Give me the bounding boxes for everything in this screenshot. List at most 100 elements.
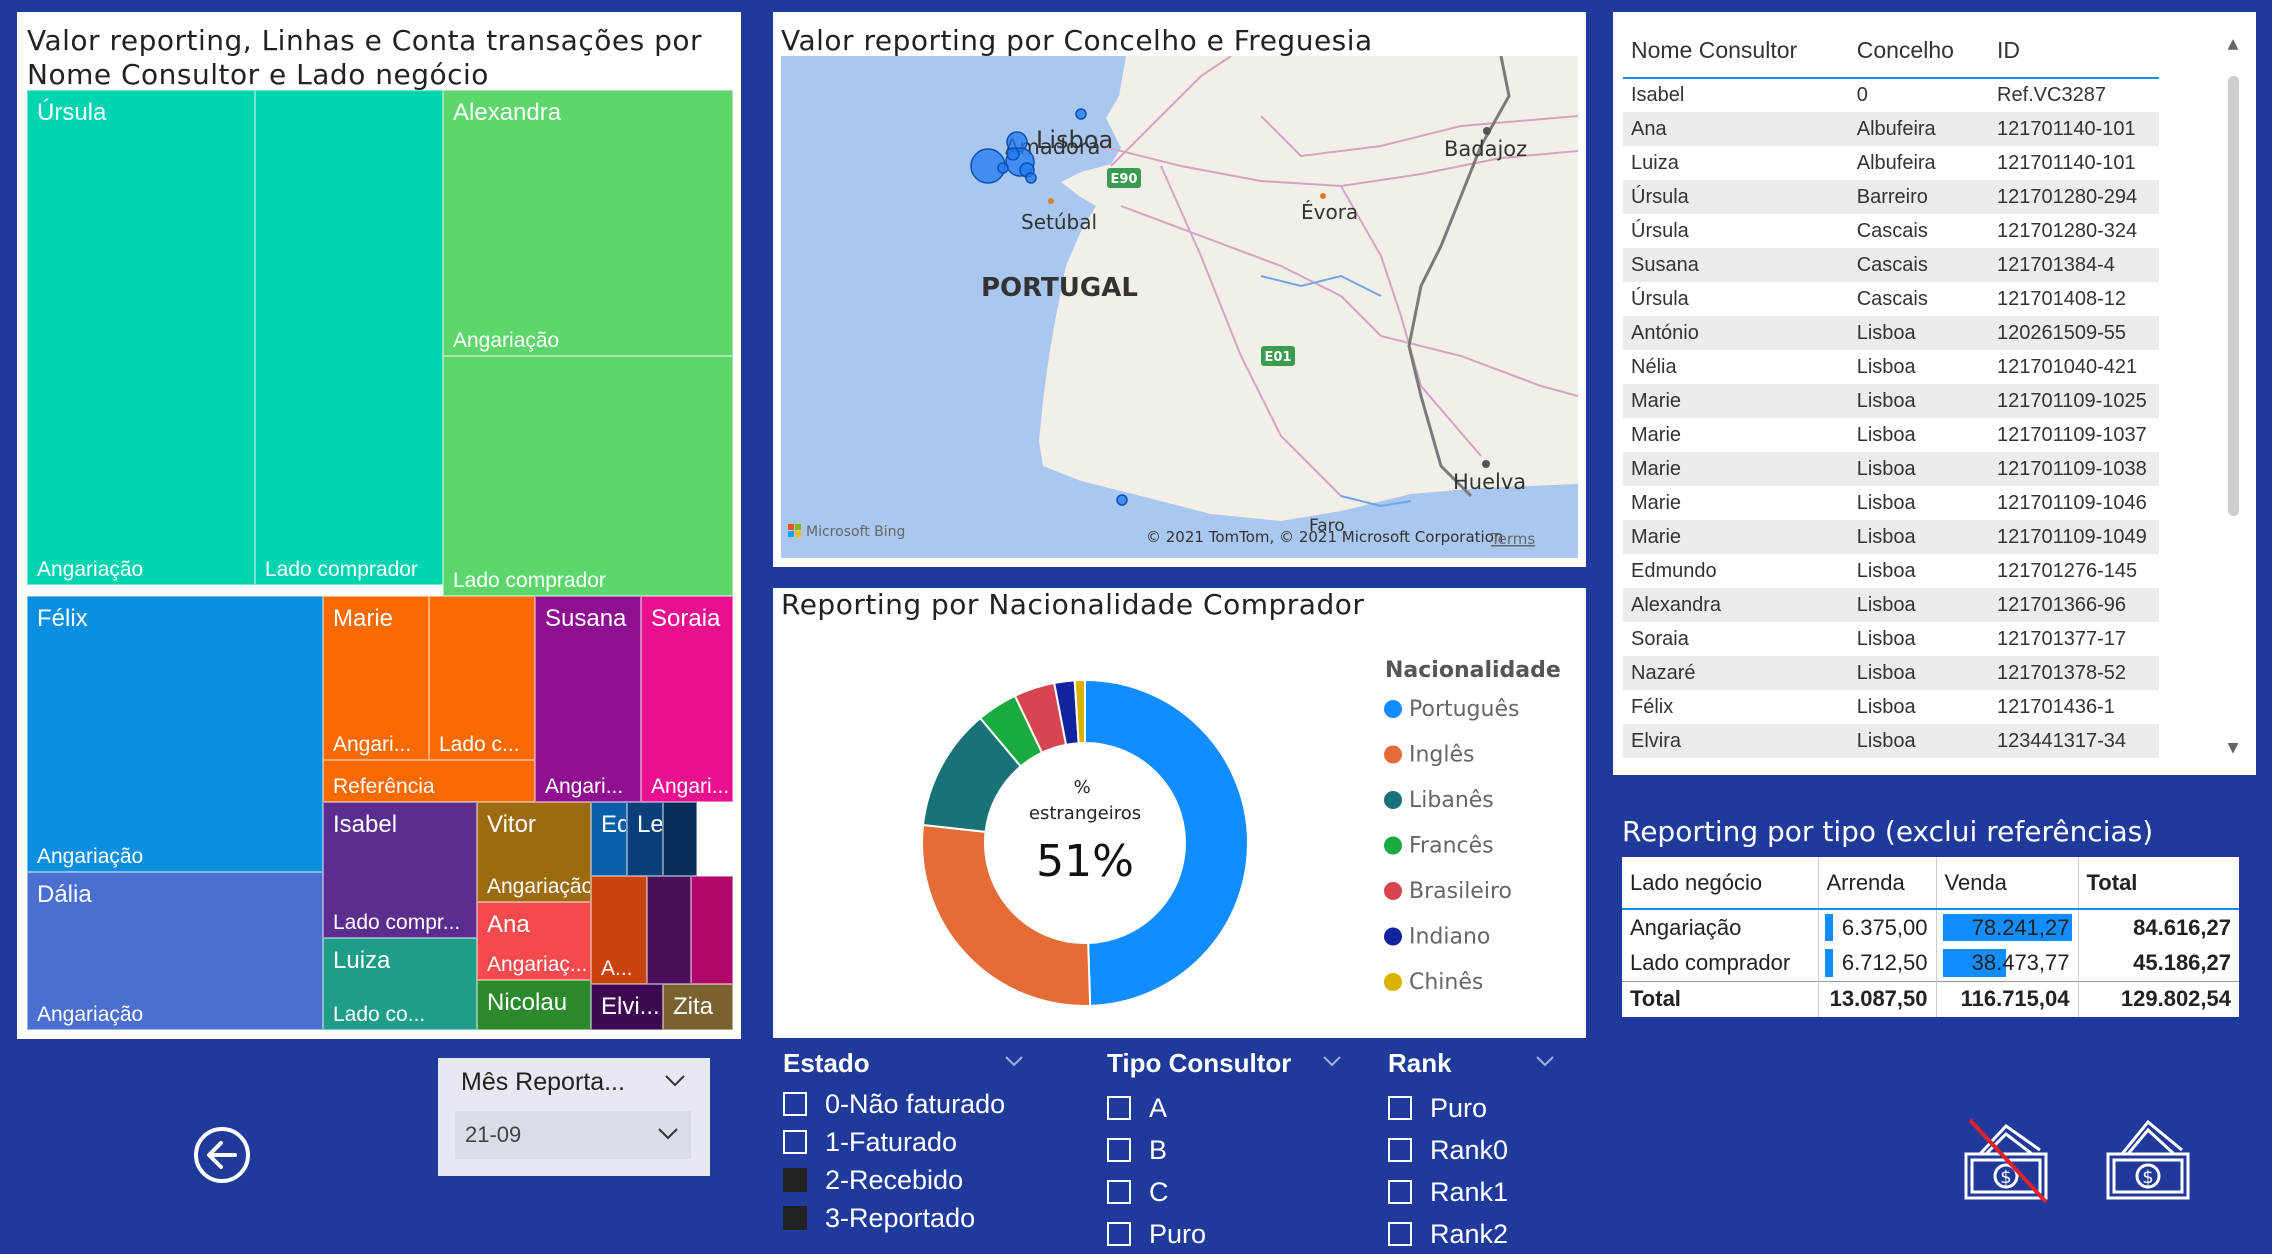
donut-visual[interactable]: Reporting por Nacionalidade Comprador % … — [773, 588, 1586, 1038]
exclude-money-button[interactable]: $ — [1960, 1114, 2052, 1206]
tipo-option[interactable]: C — [1107, 1171, 1341, 1213]
treemap-tile[interactable]: Dália Angariação — [27, 872, 323, 1030]
rank-option[interactable]: Rank1 — [1388, 1171, 1554, 1213]
treemap-tile[interactable]: Ana Angariaç... — [477, 902, 591, 980]
treemap-tile[interactable]: Soraia Angari... — [641, 596, 733, 802]
map-canvas[interactable]: E90 E01 Amadora Lisboa Setúbal Évora Bad… — [781, 56, 1578, 558]
treemap-tile[interactable]: Alexandra Angariação — [443, 90, 733, 356]
legend-item[interactable]: Libanês — [1409, 788, 1494, 813]
checkbox[interactable] — [1107, 1138, 1131, 1162]
treemap-tile[interactable]: Úrsula Angariação — [27, 90, 255, 585]
matrix-header-lado[interactable]: Lado negócio — [1630, 869, 1763, 895]
back-button[interactable] — [193, 1126, 251, 1184]
treemap-tile[interactable]: Le... — [627, 802, 663, 876]
treemap-visual[interactable]: Valor reporting, Linhas e Conta transaçõ… — [17, 12, 741, 1039]
rank-option[interactable]: Puro — [1388, 1087, 1554, 1129]
consultant-table[interactable]: Nome Consultor Concelho ID Isabel 0 Ref.VC… — [1613, 12, 2256, 775]
table-row[interactable]: Luiza Albufeira 121701140-101 — [1623, 146, 2159, 180]
treemap-tile[interactable]: Vitor Angariação — [477, 802, 591, 902]
table-row[interactable]: Úrsula Cascais 121701408-12 — [1623, 282, 2159, 316]
treemap-tile[interactable]: Nicolau — [477, 980, 591, 1030]
treemap-tile[interactable]: Isabel Lado compr... — [323, 802, 477, 938]
treemap-tile[interactable]: Susana Angari... — [535, 596, 641, 802]
donut-slice-chinês[interactable] — [1073, 678, 1086, 745]
estado-option[interactable]: 3-Reportado — [783, 1199, 1023, 1237]
matrix-header-total[interactable]: Total — [2077, 857, 2239, 909]
estado-slicer[interactable]: Estado 0-Não faturado 1-Faturado 2-Recebid… — [783, 1048, 1023, 1237]
checkbox[interactable] — [1388, 1096, 1412, 1120]
table-scrollbar[interactable]: ▲ ▼ — [2224, 36, 2242, 756]
mes-dropdown[interactable]: 21-09 — [455, 1111, 691, 1159]
matrix-row[interactable]: Angariação 6.375,00 78.241,27 84.616,27 — [1622, 909, 2239, 945]
table-row[interactable]: Félix Lisboa 121701436-1 — [1623, 690, 2159, 724]
donut-slice-inglês[interactable] — [921, 823, 1092, 1007]
table-row[interactable]: Alexandra Lisboa 121701366-96 — [1623, 588, 2159, 622]
map-visual[interactable]: Valor reporting por Concelho e Freguesia… — [773, 12, 1586, 567]
treemap-tile[interactable] — [647, 876, 691, 984]
checkbox[interactable] — [783, 1206, 807, 1230]
table-row[interactable]: Marie Lisboa 121701109-1049 — [1623, 520, 2159, 554]
matrix-header-arrenda[interactable]: Arrenda — [1817, 857, 1936, 909]
rank-slicer[interactable]: Rank Puro Rank0 Rank1 Rank2 — [1388, 1048, 1554, 1254]
col-header-concelho[interactable]: Concelho — [1856, 37, 1954, 63]
table-row[interactable]: Marie Lisboa 121701109-1025 — [1623, 384, 2159, 418]
mes-reporting-slicer[interactable]: Mês Reporta... 21-09 — [438, 1058, 710, 1176]
treemap-tile[interactable]: A... — [591, 876, 647, 984]
matrix-header-venda[interactable]: Venda — [1935, 857, 2078, 909]
treemap-tile[interactable]: Elvi... — [591, 984, 663, 1030]
col-header-id[interactable]: ID — [1997, 37, 2020, 63]
checkbox[interactable] — [1388, 1222, 1412, 1246]
tipo-option[interactable]: Puro — [1107, 1213, 1341, 1254]
treemap-tile[interactable] — [691, 876, 733, 984]
estado-option[interactable]: 2-Recebido — [783, 1161, 1023, 1199]
scroll-down-icon[interactable]: ▼ — [2227, 740, 2239, 756]
checkbox[interactable] — [783, 1168, 807, 1192]
treemap-tile[interactable]: Marie Angari... — [323, 596, 429, 760]
legend-item[interactable]: Francês — [1409, 834, 1494, 859]
tipo-consultor-slicer[interactable]: Tipo Consultor A B C Puro — [1107, 1048, 1341, 1254]
checkbox[interactable] — [1107, 1222, 1131, 1246]
treemap-tile[interactable]: Félix Angariação — [27, 596, 323, 872]
legend-item[interactable]: Brasileiro — [1409, 879, 1512, 904]
table-row[interactable]: Marie Lisboa 121701109-1046 — [1623, 486, 2159, 520]
table-row[interactable]: Úrsula Barreiro 121701280-294 — [1623, 180, 2159, 214]
money-button[interactable]: $ — [2100, 1110, 2196, 1206]
treemap-tile[interactable]: Luiza Lado co... — [323, 938, 477, 1030]
table-row[interactable]: Úrsula Cascais 121701280-324 — [1623, 214, 2159, 248]
table-row[interactable]: Marie Lisboa 121701109-1037 — [1623, 418, 2159, 452]
checkbox[interactable] — [1388, 1180, 1412, 1204]
legend-item[interactable]: Indiano — [1409, 925, 1490, 950]
mes-collapse-icon[interactable] — [664, 1074, 686, 1088]
tipo-option[interactable]: B — [1107, 1129, 1341, 1171]
table-row[interactable]: Susana Cascais 121701384-4 — [1623, 248, 2159, 282]
checkbox[interactable] — [1107, 1180, 1131, 1204]
checkbox[interactable] — [1107, 1096, 1131, 1120]
chevron-down-icon[interactable] — [1323, 1052, 1341, 1070]
rank-option[interactable]: Rank0 — [1388, 1129, 1554, 1171]
checkbox[interactable] — [1388, 1138, 1412, 1162]
treemap-tile[interactable]: Lado comprador — [443, 356, 733, 596]
table-row[interactable]: Ana Albufeira 121701140-101 — [1623, 112, 2159, 146]
donut-slice-português[interactable] — [1084, 678, 1249, 1007]
table-row[interactable]: António Lisboa 120261509-55 — [1623, 316, 2159, 350]
treemap-tile[interactable] — [663, 802, 697, 876]
matrix-visual[interactable]: Lado negócio Arrenda Venda Total Angaria… — [1622, 857, 2239, 1017]
treemap-tile[interactable]: Referência — [323, 760, 535, 802]
tipo-option[interactable]: A — [1107, 1087, 1341, 1129]
map-terms-link[interactable]: Terms — [1490, 530, 1535, 548]
table-row[interactable]: Edmundo Lisboa 121701276-145 — [1623, 554, 2159, 588]
estado-option[interactable]: 0-Não faturado — [783, 1085, 1023, 1123]
table-row[interactable]: Marie Lisboa 121701109-1038 — [1623, 452, 2159, 486]
treemap-tile[interactable]: Ed... — [591, 802, 627, 876]
legend-item[interactable]: Português — [1409, 697, 1519, 722]
checkbox[interactable] — [783, 1092, 807, 1116]
col-header-nome[interactable]: Nome Consultor — [1631, 37, 1798, 63]
table-row[interactable]: Nazaré Lisboa 121701378-52 — [1623, 656, 2159, 690]
treemap-tile[interactable]: Zita — [663, 984, 733, 1030]
table-row[interactable]: Isabel 0 Ref.VC3287 — [1623, 78, 2159, 112]
legend-item[interactable]: Inglês — [1409, 743, 1475, 768]
scroll-up-icon[interactable]: ▲ — [2227, 36, 2239, 52]
scroll-thumb[interactable] — [2228, 76, 2239, 516]
legend-item[interactable]: Chinês — [1409, 970, 1483, 995]
matrix-row[interactable]: Lado comprador 6.712,50 38.473,77 45.186,27 — [1622, 945, 2239, 981]
